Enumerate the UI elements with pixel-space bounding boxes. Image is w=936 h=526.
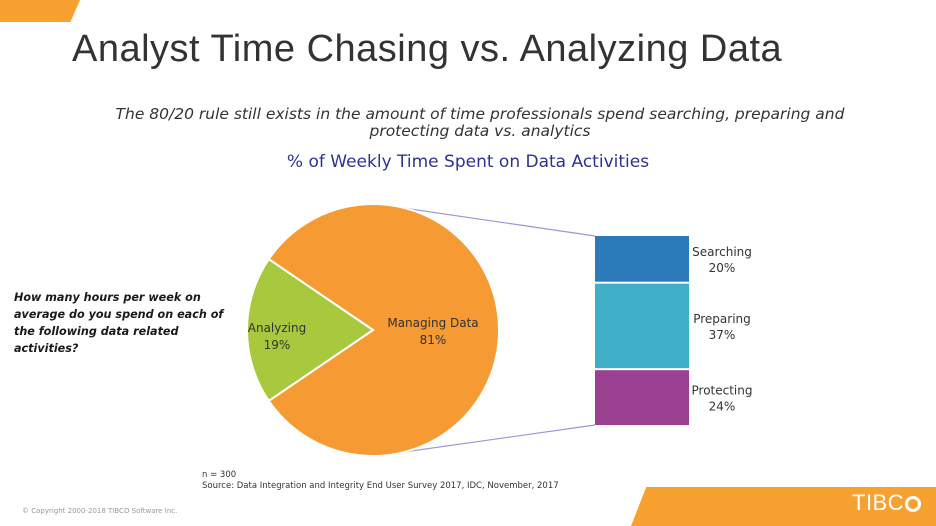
footer-accent-bar (631, 487, 936, 526)
connector-line-bottom (375, 424, 596, 457)
bar-segment-protecting (595, 370, 689, 425)
bar-segment-value: 20% (709, 261, 736, 275)
survey-question: How many hours per week on average do yo… (14, 291, 224, 355)
breakdown-bar (595, 236, 689, 425)
pie-slice-analyzing (246, 257, 375, 403)
pie-label: Analyzing (248, 321, 306, 335)
bar-segment-preparing (595, 283, 689, 369)
slide-subtitle: The 80/20 rule still exists in the amoun… (115, 105, 845, 140)
logo-o-icon (905, 496, 922, 513)
corner-accent (0, 0, 80, 22)
bar-segment-value: 37% (709, 328, 736, 342)
bar-segment-label: Protecting (692, 384, 753, 398)
pie-slice-managing-data (267, 203, 500, 457)
logo-text: TIBC (852, 490, 905, 515)
bar-segment-label: Searching (692, 245, 752, 259)
pie-labels: Managing Data 81% Analyzing 19% (248, 316, 479, 352)
pie-label: Managing Data (387, 316, 478, 330)
bar-segment-label: Preparing (693, 312, 751, 326)
pie-value-label: 19% (264, 338, 291, 352)
copyright-text: © Copyright 2000-2018 TIBCO Software Inc… (22, 507, 178, 515)
slide-title: Analyst Time Chasing vs. Analyzing Data (72, 28, 783, 70)
pie-value-label: 81% (420, 333, 447, 347)
chart-title: % of Weekly Time Spent on Data Activitie… (287, 152, 649, 172)
sample-size-note: n = 300 (202, 470, 237, 480)
tibco-logo: TIBC (852, 490, 922, 516)
bar-segment-searching (595, 236, 689, 282)
pie-chart (246, 203, 500, 457)
breakdown-labels: Searching 20% Preparing 37% Protecting 24% (692, 245, 753, 414)
bar-segment-value: 24% (709, 400, 736, 414)
source-note: Source: Data Integration and Integrity E… (202, 481, 559, 491)
